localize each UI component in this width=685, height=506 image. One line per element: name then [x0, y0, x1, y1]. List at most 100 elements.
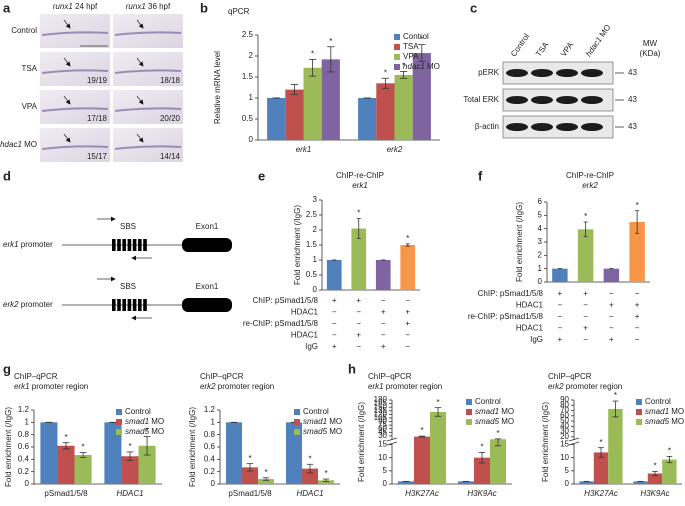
condition-sign: +: [332, 342, 337, 351]
y-tick-label: 0.8: [18, 430, 30, 439]
condition-label: IgG: [530, 335, 543, 344]
significance: *: [406, 234, 409, 243]
sbs-box: [132, 299, 137, 311]
panel-label: d: [3, 168, 11, 183]
y-tick-label: 0.2: [18, 467, 30, 476]
condition-sign: +: [405, 308, 410, 317]
sbs-box: [127, 299, 132, 311]
bar: [633, 481, 648, 484]
arrow: [136, 57, 144, 67]
bar: [226, 422, 242, 484]
significance: *: [146, 427, 149, 436]
exon-label: Exon1: [196, 222, 219, 231]
chart-title: ChIP–qPCR: [368, 372, 412, 381]
sbs-label: SBS: [120, 282, 136, 291]
y-tick-label: 150: [374, 402, 388, 411]
condition-sign: +: [609, 301, 614, 310]
bar: [74, 455, 92, 484]
x-tick-label: pSmad1/5/8: [228, 489, 272, 498]
lane-label: hdac1 MO: [584, 23, 613, 58]
legend-label: smad5 MO: [645, 417, 684, 426]
condition-sign: +: [332, 296, 337, 305]
condition-label: HDAC1: [516, 324, 544, 333]
chart-title: ChIP–qPCR: [200, 372, 244, 381]
embryo-image: [40, 128, 110, 162]
y-tick-label: 90: [560, 395, 569, 404]
chart-subtitle: erk2 promoter region: [548, 382, 622, 391]
band: [556, 96, 578, 104]
condition-sign: −: [332, 308, 337, 317]
chart-title: ChIP–qPCR: [14, 372, 58, 381]
condition-label: HDAC1: [516, 301, 544, 310]
y-tick-label: 3: [538, 237, 543, 246]
condition-sign: +: [381, 342, 386, 351]
condition-sign: −: [405, 296, 410, 305]
y-tick-label: 0: [313, 285, 318, 294]
embryo-image: [40, 90, 110, 124]
condition-sign: −: [583, 335, 588, 344]
condition-sign: +: [558, 335, 563, 344]
condition-sign: −: [332, 319, 337, 328]
blot-label: Total ERK: [463, 95, 499, 104]
exon: [182, 298, 232, 312]
condition-sign: −: [332, 331, 337, 340]
y-tick-label: 10: [560, 453, 569, 462]
panel-label: g: [3, 361, 11, 376]
condition-sign: −: [583, 301, 588, 310]
condition-sign: −: [609, 312, 614, 321]
sbs-box: [117, 299, 121, 311]
exon: [182, 238, 232, 252]
legend-swatch: [394, 64, 400, 70]
panel-label: e: [258, 168, 265, 183]
bar: [603, 268, 620, 282]
y-tick-label: 0: [211, 479, 216, 488]
runx1-staining: [114, 69, 182, 74]
y-tick-label: 80: [560, 400, 569, 409]
y-tick-label: 3: [313, 195, 318, 204]
bar: [400, 245, 416, 290]
y-tick-label: 10: [378, 453, 387, 462]
y-tick-label: 15: [378, 440, 387, 449]
significance: *: [599, 438, 602, 447]
band: [506, 123, 528, 131]
condition-label: HDAC1: [291, 331, 319, 340]
y-tick-label: 0: [249, 135, 254, 144]
mw-label: MW: [643, 39, 658, 48]
y-tick-label: 105: [374, 413, 388, 422]
band: [506, 69, 528, 77]
y-tick-label: 120: [374, 409, 388, 418]
embryo-count: 17/18: [87, 114, 108, 123]
y-tick-label: 1.2: [18, 405, 30, 414]
significance: *: [329, 37, 332, 46]
y-axis-label: Relative mRNA level: [213, 51, 222, 124]
y-tick-label: 2: [249, 51, 254, 60]
bar: [375, 260, 391, 290]
row-label: Control: [11, 26, 37, 35]
legend-label: Control: [403, 32, 429, 41]
bar: [490, 439, 506, 484]
bar: [577, 229, 594, 282]
column-title: runx1 36 hpf: [126, 2, 171, 11]
axis-break-mark: [568, 441, 580, 446]
row-label: hdac1 MO: [0, 140, 37, 149]
y-tick-label: 0.8: [204, 430, 216, 439]
significance: *: [311, 49, 314, 58]
bar: [121, 456, 139, 484]
y-tick-label: 1.2: [204, 405, 216, 414]
condition-sign: −: [381, 319, 386, 328]
bar: [647, 473, 663, 484]
sbs-box: [138, 239, 142, 251]
arrow: [136, 95, 144, 105]
bar: [662, 459, 677, 484]
bar: [474, 457, 490, 484]
legend-label: smad5 MO: [125, 427, 164, 436]
y-tick-label: 0.2: [204, 467, 216, 476]
legend-swatch: [394, 34, 400, 40]
legend-label: Control: [303, 407, 329, 416]
chart-subtitle: erk1 promoter region: [368, 382, 442, 391]
y-axis-label: Fold enrichment (/IgG): [188, 407, 197, 487]
y-tick-label: 5: [538, 210, 543, 219]
y-tick-label: 1: [25, 417, 30, 426]
legend-label: hdac1 MO: [403, 62, 440, 71]
embryo-count: 19/19: [87, 76, 108, 85]
